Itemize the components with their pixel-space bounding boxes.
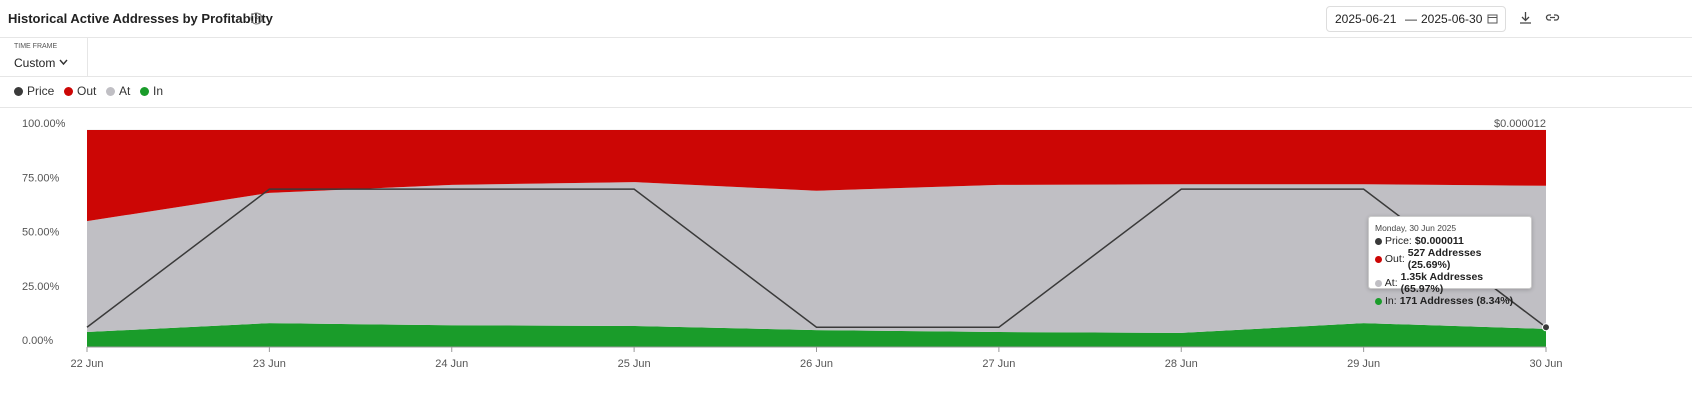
legend-dot	[14, 86, 23, 96]
tooltip-row: In: 171 Addresses (8.34%)	[1375, 295, 1525, 307]
legend-row	[0, 76, 1692, 108]
calendar-icon	[1487, 14, 1498, 24]
tooltip-value: 1.35k Addresses (65.97%)	[1400, 271, 1484, 295]
legend-item[interactable]: At	[106, 84, 130, 98]
tooltip-dot	[1375, 297, 1382, 305]
x-tick-label: 23 Jun	[253, 358, 286, 370]
legend-dot	[140, 86, 149, 96]
legend-item[interactable]: In	[140, 84, 163, 98]
hover-point	[1542, 323, 1550, 332]
tooltip: Monday, 30 Jun 2025 Price: $0.000011 Out: 5…	[1368, 216, 1532, 307]
title: Historical Active Addresses by Profitabi…	[8, 11, 273, 26]
time-frame[interactable]: TIME FRAME Custom	[0, 38, 88, 76]
y-tick-label: 0.00%	[22, 335, 53, 347]
y2-tick-label: $0.000012	[1494, 118, 1546, 130]
x-tick-label: 29 Jun	[1347, 358, 1380, 370]
chevron	[59, 59, 68, 66]
date-from: 2025-06-21	[1335, 12, 1397, 26]
tooltip-row: At: 1.35k Addresses (65.97%)	[1375, 271, 1525, 295]
link-icon[interactable]	[1545, 11, 1560, 24]
header: Historical Active Addresses by Profitabi…	[0, 0, 1692, 38]
date-sep: —	[1405, 12, 1417, 26]
tooltip-dot	[1375, 279, 1382, 287]
price-line	[86, 188, 1547, 329]
y-tick-label: 100.00%	[22, 118, 66, 130]
x-tick-label: 27 Jun	[982, 358, 1015, 370]
tooltip-value: 171 Addresses (8.34%)	[1399, 295, 1514, 307]
legend-label: Price	[27, 84, 55, 98]
area	[87, 130, 1546, 222]
legend-item[interactable]: Out	[64, 84, 96, 98]
x-tick-label: 28 Jun	[1165, 358, 1198, 370]
time-frame-value: Custom	[14, 56, 56, 70]
y-tick-label: 75.00%	[22, 172, 60, 184]
tooltip-dot	[1375, 255, 1382, 263]
tooltip-label: At:	[1384, 277, 1398, 289]
time-frame-label: TIME FRAME	[14, 43, 58, 50]
area	[87, 182, 1546, 333]
tooltip-label: Out:	[1384, 253, 1405, 265]
legend-label: Out	[77, 84, 97, 98]
x-tick-label: 22 Jun	[70, 358, 103, 370]
legend-label: At	[119, 84, 131, 98]
tooltip-dot	[1375, 237, 1382, 245]
y-tick-label: 25.00%	[22, 281, 60, 293]
date-to: 2025-06-30	[1421, 12, 1483, 26]
download-icon[interactable]	[1519, 11, 1532, 24]
date-range[interactable]: 2025-06-21 — 2025-06-30	[1326, 6, 1506, 32]
legend-item[interactable]: Price	[14, 84, 54, 98]
legend-dot	[64, 86, 73, 96]
tooltip-row: Out: 527 Addresses (25.69%)	[1375, 247, 1525, 271]
area	[87, 323, 1546, 347]
legend-dot	[106, 86, 115, 96]
tooltip-value: $0.000011	[1414, 235, 1464, 247]
x-tick-label: 24 Jun	[435, 358, 468, 370]
x-tick-label: 26 Jun	[800, 358, 833, 370]
x-tick-label: 30 Jun	[1529, 358, 1562, 370]
x-tick-label: 25 Jun	[618, 358, 651, 370]
y-tick-label: 50.00%	[22, 227, 60, 239]
legend-label: In	[153, 84, 164, 98]
tooltip-date: Monday, 30 Jun 2025	[1375, 223, 1457, 233]
tooltip-label: In:	[1385, 295, 1397, 307]
tooltip-label: Price:	[1385, 235, 1412, 247]
svg-text:?: ?	[254, 14, 259, 24]
tooltip-row: Price: $0.000011	[1375, 235, 1525, 247]
help-icon[interactable]: ?	[250, 12, 263, 25]
tooltip-value: 527 Addresses (25.69%)	[1407, 247, 1482, 271]
chart: 0.00% 25.00% 50.00% 75.00% 100.00% $0.000012 2…	[22, 118, 1563, 370]
